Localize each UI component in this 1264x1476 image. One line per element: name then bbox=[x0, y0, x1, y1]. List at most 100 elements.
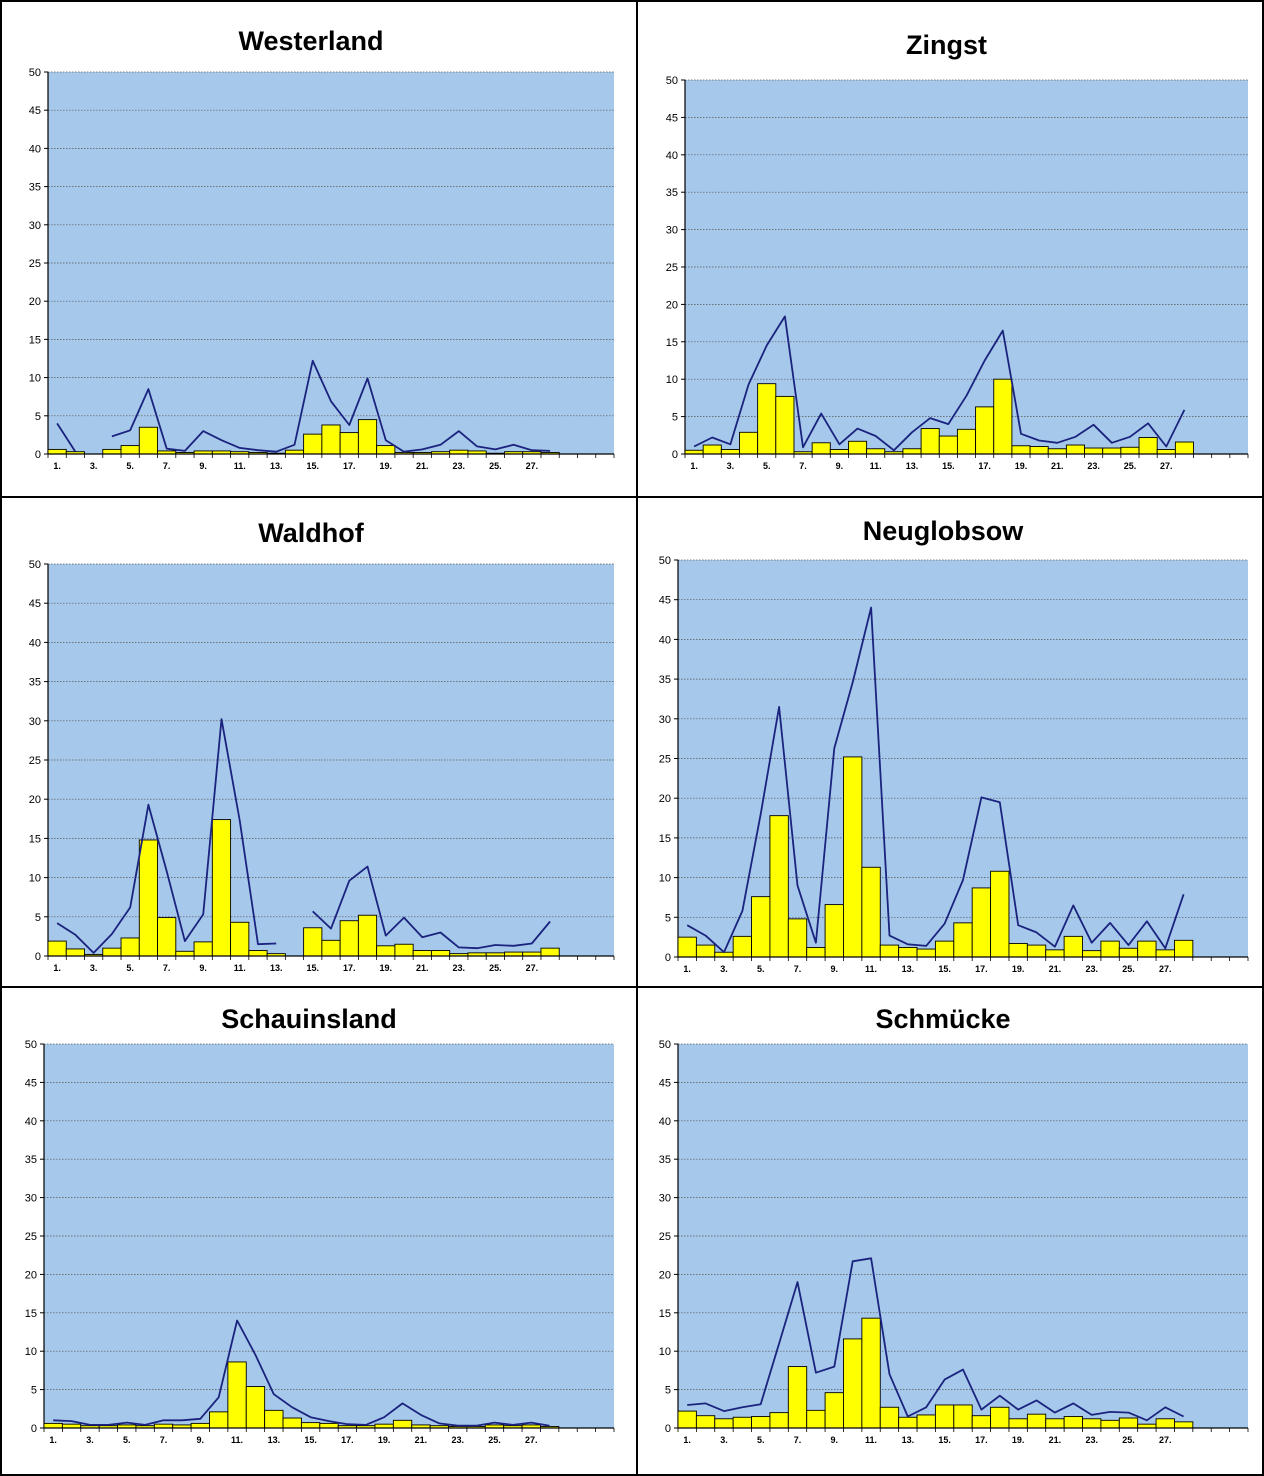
series-line bbox=[687, 1257, 1185, 1422]
chart-title: Waldhof bbox=[258, 518, 364, 548]
bar bbox=[732, 935, 752, 958]
bar bbox=[1047, 448, 1067, 455]
y-tick-label: 25 bbox=[29, 755, 41, 767]
x-tick-label: 17. bbox=[975, 1435, 988, 1445]
bar bbox=[321, 424, 341, 455]
y-tick-label: 40 bbox=[29, 143, 41, 155]
bar bbox=[430, 950, 451, 957]
x-tick-label: 3. bbox=[86, 1435, 94, 1445]
bar bbox=[1029, 446, 1049, 455]
x-tick-label: 5. bbox=[757, 1435, 765, 1445]
bar bbox=[971, 1415, 992, 1429]
bar bbox=[695, 1415, 716, 1429]
x-tick-label: 7. bbox=[163, 963, 171, 973]
x-tick-label: 27. bbox=[1159, 1435, 1172, 1445]
bar bbox=[956, 428, 977, 455]
x-tick-label: 13. bbox=[902, 964, 915, 974]
bar bbox=[953, 1404, 973, 1429]
y-tick-label: 5 bbox=[665, 1385, 671, 1397]
series-line bbox=[686, 606, 1185, 954]
bar bbox=[264, 1409, 284, 1429]
bar bbox=[300, 1422, 321, 1429]
x-tick-label: 9. bbox=[197, 1435, 205, 1445]
y-tick-label: 35 bbox=[29, 677, 41, 689]
bar bbox=[339, 920, 359, 957]
bar bbox=[394, 943, 414, 957]
bar bbox=[971, 887, 992, 958]
x-tick-label: 9. bbox=[199, 963, 207, 973]
bar bbox=[43, 1422, 63, 1429]
x-tick-label: 1. bbox=[53, 461, 61, 471]
bar bbox=[138, 839, 158, 957]
x-tick-label: 27. bbox=[526, 963, 539, 973]
y-tick-label: 15 bbox=[29, 334, 41, 346]
bar bbox=[739, 431, 759, 455]
bar bbox=[993, 378, 1013, 455]
bar bbox=[787, 1366, 808, 1429]
bar bbox=[230, 921, 250, 957]
x-tick-label: 19. bbox=[380, 461, 393, 471]
bar bbox=[1138, 437, 1158, 455]
bar bbox=[47, 940, 67, 957]
x-tick-label: 25. bbox=[488, 1435, 501, 1445]
y-tick-label: 0 bbox=[672, 449, 678, 461]
bar bbox=[769, 1412, 789, 1429]
x-tick-label: 25. bbox=[1122, 1435, 1135, 1445]
bar bbox=[1118, 947, 1139, 958]
x-tick-label: 23. bbox=[451, 1435, 464, 1445]
y-tick-label: 50 bbox=[29, 67, 41, 79]
y-tick-label: 20 bbox=[659, 1269, 671, 1281]
y-tick-label: 15 bbox=[25, 1308, 37, 1320]
x-tick-label: 15. bbox=[938, 964, 951, 974]
y-tick-label: 15 bbox=[29, 833, 41, 845]
bar bbox=[412, 950, 432, 957]
x-tick-label: 27. bbox=[1159, 964, 1172, 974]
bar bbox=[319, 1422, 339, 1429]
bar bbox=[702, 444, 722, 455]
y-tick-label: 50 bbox=[659, 1039, 671, 1051]
series-line bbox=[312, 865, 551, 950]
bar bbox=[975, 406, 995, 455]
bar bbox=[879, 1406, 900, 1429]
bar bbox=[190, 1422, 210, 1429]
x-tick-label: 7. bbox=[160, 1435, 168, 1445]
bar bbox=[1155, 949, 1175, 958]
bar bbox=[540, 947, 560, 957]
y-tick-label: 20 bbox=[666, 299, 678, 311]
bar bbox=[376, 945, 396, 957]
bar bbox=[1084, 447, 1104, 455]
x-tick-label: 3. bbox=[90, 963, 98, 973]
bar bbox=[806, 947, 826, 958]
x-tick-label: 1. bbox=[683, 1435, 691, 1445]
y-tick-label: 40 bbox=[25, 1116, 37, 1128]
y-tick-label: 0 bbox=[665, 1423, 671, 1435]
series-line bbox=[56, 718, 277, 954]
x-tick-label: 9. bbox=[199, 461, 207, 471]
bar bbox=[1100, 940, 1120, 958]
x-tick-label: 21. bbox=[415, 1435, 428, 1445]
y-tick-label: 45 bbox=[29, 105, 41, 117]
x-tick-label: 3. bbox=[720, 1435, 728, 1445]
bar bbox=[245, 1386, 266, 1429]
bar bbox=[102, 947, 122, 957]
chart-svg: Zingst 0 5 10 15 20 25 30 35 40 45 50 1. 3. 5. 7. 9. 11. 1… bbox=[666, 30, 1249, 471]
chart-panel-waldhof: Waldhof 0 5 10 15 20 25 30 35 40 45 50 1. 3. 5. 7. 9. 11.… bbox=[2, 496, 636, 986]
x-tick-label: 23. bbox=[1087, 461, 1100, 471]
x-tick-label: 27. bbox=[526, 461, 539, 471]
x-tick-label: 11. bbox=[870, 461, 882, 471]
y-tick-label: 50 bbox=[25, 1039, 37, 1051]
y-tick-label: 45 bbox=[25, 1077, 37, 1089]
x-tick-label: 23. bbox=[1085, 1435, 1098, 1445]
x-tick-label: 13. bbox=[268, 1435, 281, 1445]
bar bbox=[677, 936, 697, 958]
y-tick-label: 45 bbox=[659, 595, 671, 607]
chart-panel-schmuecke: Schmücke 0 5 10 15 20 25 30 35 40 45 50 1. 3. 5. 7. 9. 11… bbox=[636, 986, 1264, 1474]
bar bbox=[175, 950, 195, 957]
bar bbox=[1082, 1418, 1102, 1429]
series-line bbox=[56, 422, 77, 453]
bar bbox=[824, 904, 844, 958]
x-tick-label: 19. bbox=[1012, 1435, 1025, 1445]
bar bbox=[677, 1410, 697, 1429]
y-tick-label: 20 bbox=[659, 793, 671, 805]
y-tick-label: 5 bbox=[35, 912, 41, 924]
